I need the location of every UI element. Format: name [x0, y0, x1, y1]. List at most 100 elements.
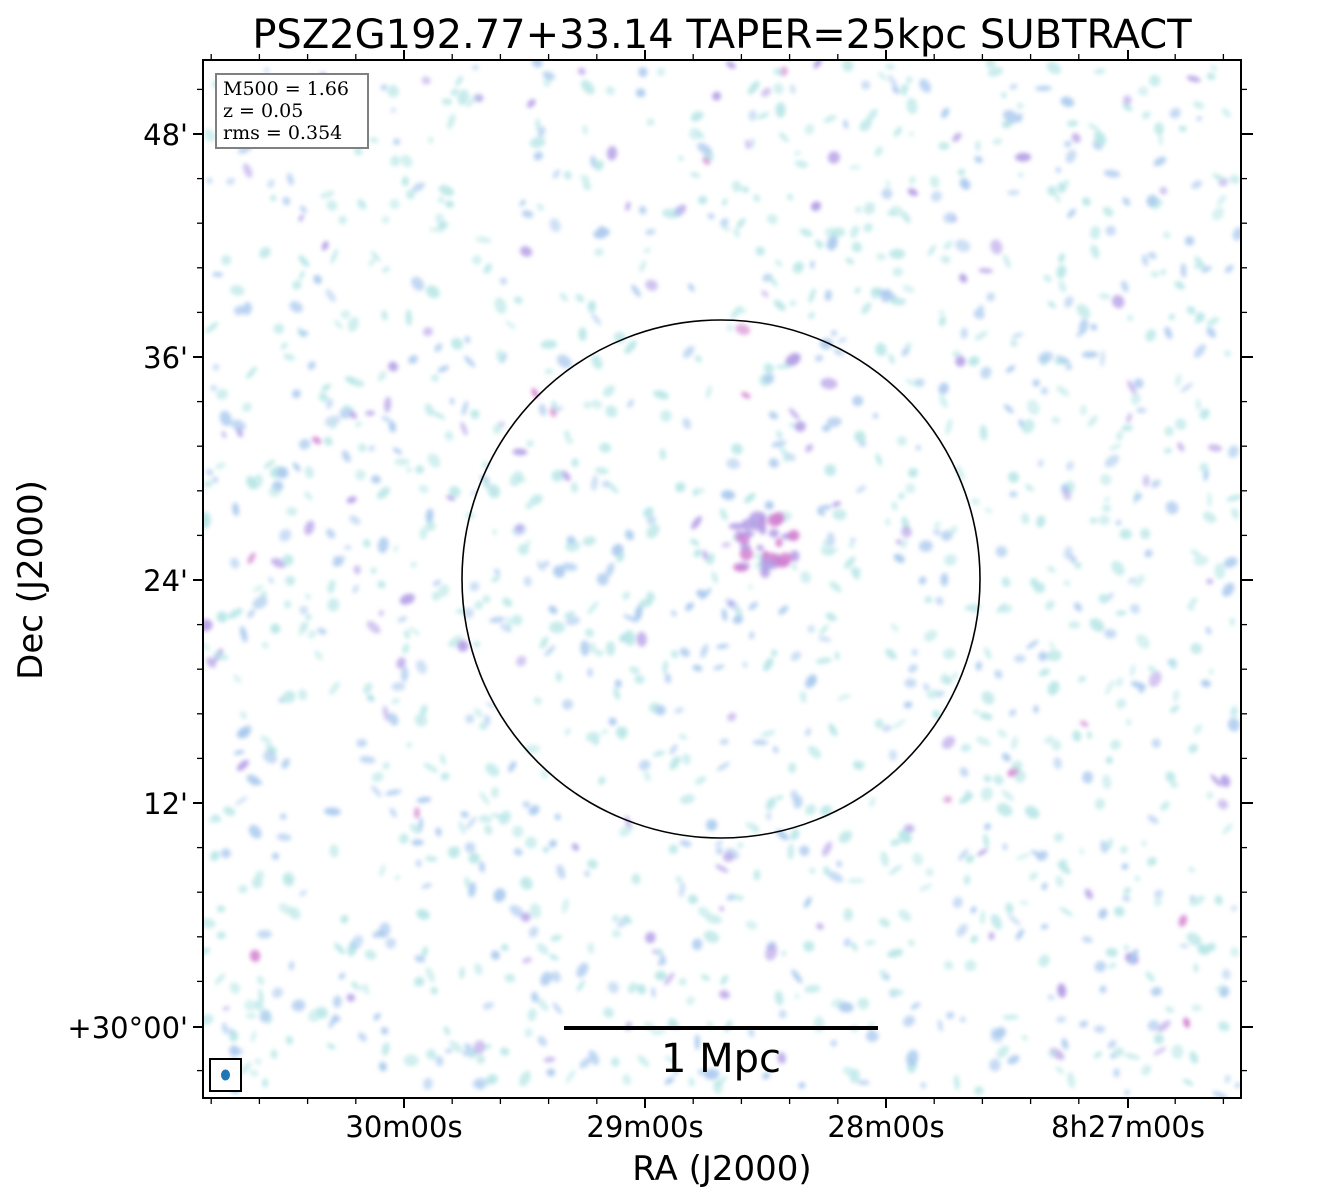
noise-blob	[376, 486, 391, 500]
noise-blob	[958, 848, 969, 861]
noise-blob	[225, 177, 236, 186]
noise-blob	[637, 1055, 650, 1067]
noise-blob	[1049, 641, 1056, 651]
noise-blob	[1147, 665, 1157, 673]
noise-blob	[952, 672, 958, 679]
noise-blob	[1120, 845, 1128, 854]
minor-ticks	[197, 54, 1247, 1104]
noise-blob	[808, 288, 816, 304]
noise-blob	[258, 988, 264, 1003]
emission-blob	[762, 550, 769, 557]
noise-blob	[877, 71, 888, 81]
noise-blob	[1002, 1014, 1020, 1020]
noise-blob	[909, 131, 914, 137]
noise-blob	[864, 940, 877, 946]
noise-blob	[601, 729, 609, 735]
noise-blob	[469, 581, 480, 592]
noise-blob	[638, 205, 647, 215]
noise-blob	[882, 289, 892, 297]
noise-blob	[793, 150, 802, 156]
noise-blob	[890, 205, 904, 217]
noise-blob	[721, 225, 731, 231]
noise-blob	[678, 733, 688, 740]
noise-blob	[943, 212, 957, 224]
beam-indicator	[209, 1058, 242, 1092]
noise-blob	[833, 348, 844, 356]
noise-blob	[223, 806, 236, 816]
noise-blob	[282, 690, 296, 703]
noise-blob	[686, 996, 695, 1006]
noise-blob	[1189, 1051, 1199, 1064]
noise-blob	[1225, 264, 1234, 273]
noise-blob	[425, 521, 436, 531]
noise-blob	[823, 115, 837, 123]
noise-blob	[800, 690, 807, 704]
noise-blob	[483, 263, 492, 274]
noise-blob	[919, 78, 932, 93]
noise-blob	[671, 610, 677, 617]
noise-blob	[535, 118, 541, 131]
noise-blob	[623, 614, 638, 623]
noise-blob	[210, 384, 217, 392]
noise-blob	[1165, 1006, 1175, 1013]
noise-blob	[1221, 969, 1231, 980]
noise-blob	[996, 603, 1006, 613]
noise-blob	[651, 986, 656, 998]
noise-blob	[984, 507, 993, 514]
noise-blob	[773, 83, 784, 95]
noise-blob	[908, 939, 915, 947]
noise-blob	[364, 949, 377, 960]
noise-blob	[519, 199, 526, 207]
noise-blob	[548, 605, 558, 614]
noise-blob	[1174, 281, 1185, 290]
noise-blob	[820, 545, 834, 556]
noise-blob	[687, 894, 698, 905]
noise-blob	[1154, 122, 1164, 135]
noise-blob	[959, 1016, 966, 1023]
noise-blob	[1122, 103, 1133, 112]
noise-blob	[901, 211, 911, 224]
noise-blob	[776, 430, 783, 440]
noise-blob	[500, 1047, 510, 1056]
noise-blob	[555, 671, 563, 683]
noise-blob	[1100, 840, 1108, 854]
noise-blob	[334, 943, 346, 955]
noise-blob	[283, 353, 296, 361]
noise-blob	[636, 631, 647, 647]
noise-blob	[527, 1008, 537, 1022]
noise-blob	[959, 178, 971, 190]
noise-blob	[1037, 459, 1044, 468]
noise-blob	[482, 477, 489, 489]
noise-blob	[963, 874, 971, 885]
noise-blob	[415, 859, 422, 868]
noise-blob	[703, 930, 720, 943]
noise-blob	[515, 523, 524, 533]
noise-blob	[221, 1022, 229, 1035]
noise-blob	[229, 982, 241, 994]
noise-blob	[522, 801, 531, 808]
noise-blob	[702, 156, 711, 166]
noise-blob	[805, 727, 811, 737]
noise-blob	[370, 250, 381, 262]
noise-blob	[919, 883, 933, 892]
noise-blob	[748, 584, 753, 590]
noise-blob	[1217, 799, 1229, 810]
noise-blob	[973, 309, 985, 320]
noise-blob	[1066, 120, 1079, 127]
noise-blob	[789, 300, 797, 307]
noise-blob	[377, 370, 387, 382]
noise-blob	[1214, 895, 1223, 905]
noise-blob	[1072, 730, 1082, 742]
noise-blob	[697, 142, 713, 155]
noise-blob	[491, 575, 501, 583]
noise-blob	[328, 1013, 337, 1029]
emission-blob	[741, 530, 755, 538]
noise-blob	[918, 540, 933, 552]
noise-blob	[273, 323, 285, 334]
noise-blob	[283, 876, 293, 883]
noise-blob	[526, 440, 534, 448]
noise-blob	[955, 355, 966, 367]
noise-blob	[260, 735, 272, 745]
noise-blob	[651, 1029, 666, 1035]
noise-blob	[587, 601, 599, 615]
